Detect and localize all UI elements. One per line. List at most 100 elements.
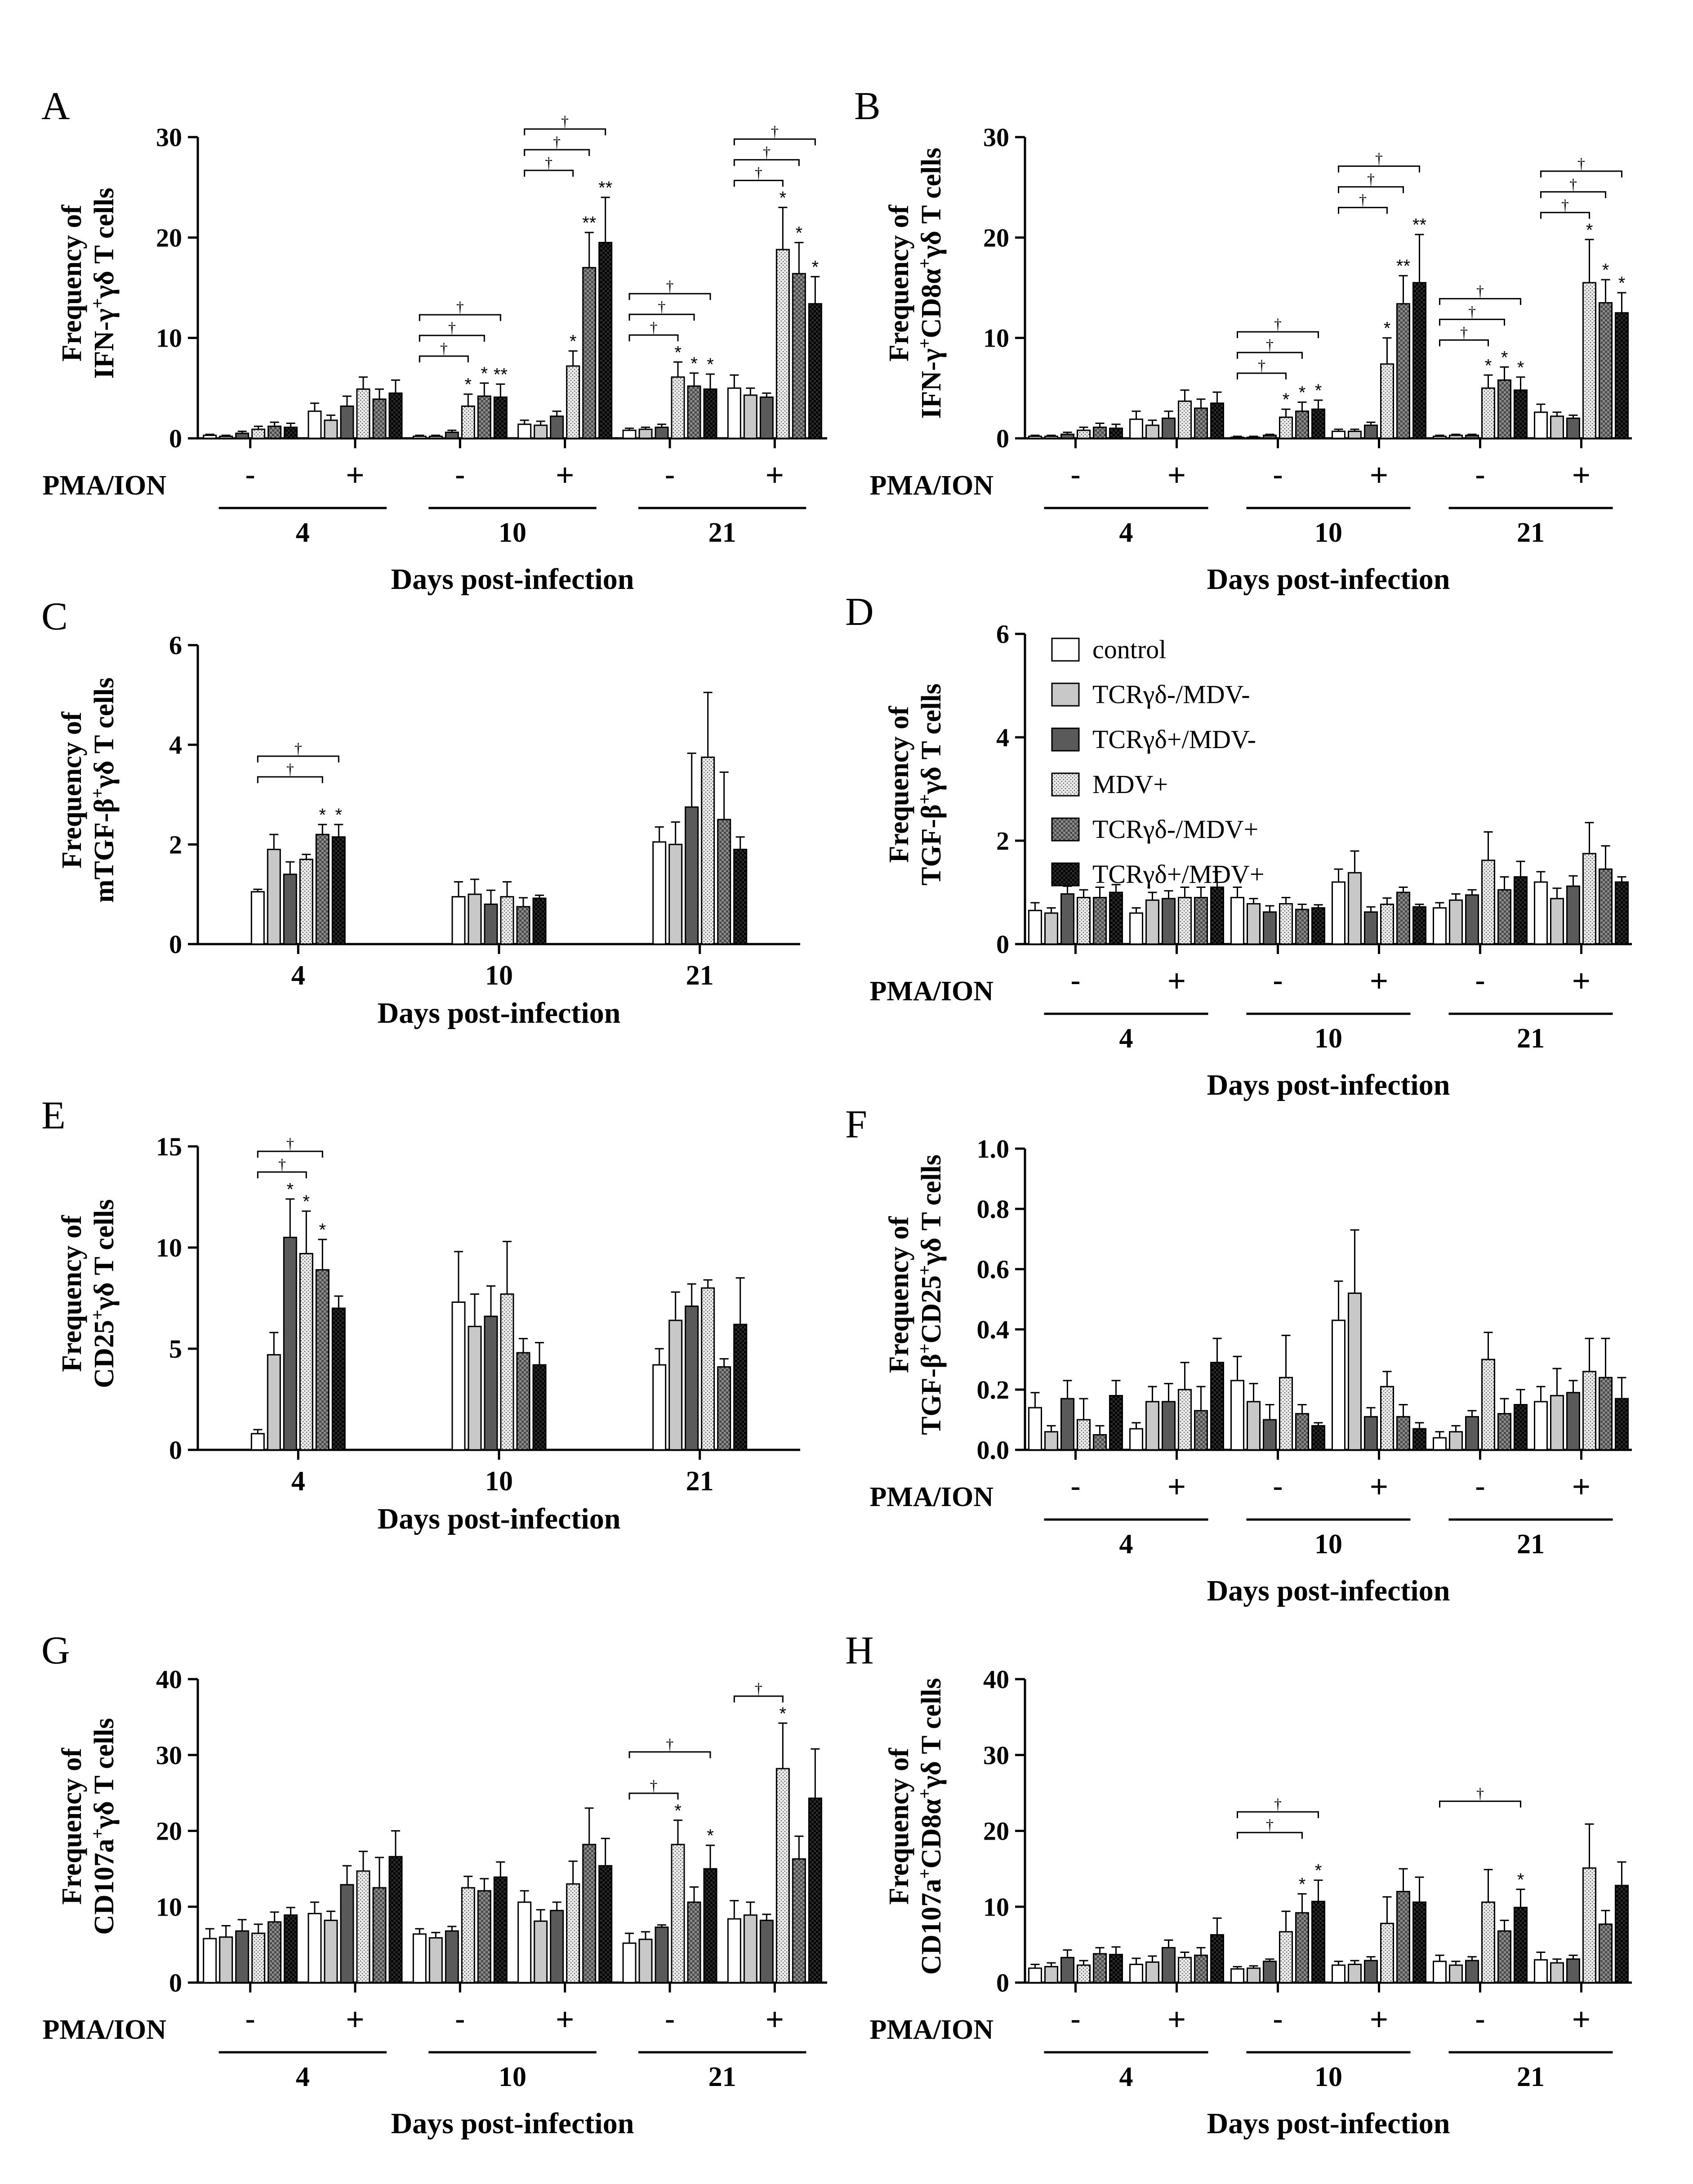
significance-star: * bbox=[1299, 1875, 1306, 1894]
bar-tcr-mdv- bbox=[1599, 868, 1613, 945]
bar-tcr-mdv- bbox=[1615, 312, 1629, 439]
bar-tcr-mdv- bbox=[1449, 1964, 1463, 1983]
significance-bracket bbox=[1439, 339, 1489, 347]
bar-control bbox=[1230, 1380, 1244, 1451]
day-label: 10 bbox=[1314, 517, 1342, 548]
legend-label: MDV+ bbox=[1092, 770, 1168, 799]
bar-tcr-mdv- bbox=[1566, 1958, 1580, 1983]
stim-sign: + bbox=[556, 2001, 574, 2037]
stim-sign: + bbox=[1572, 2001, 1591, 2037]
bar-control bbox=[203, 434, 217, 439]
dagger-mark: † bbox=[553, 134, 561, 151]
stim-label: PMA/ION bbox=[42, 2015, 166, 2045]
dagger-mark: † bbox=[755, 1680, 762, 1697]
bar-control bbox=[307, 410, 322, 439]
x-axis-label: Days post-infection bbox=[1207, 2107, 1450, 2140]
bar-tcr-mdv- bbox=[1263, 911, 1277, 945]
bar-tcr-mdv- bbox=[493, 396, 508, 439]
bar-tcr-mdv- bbox=[1210, 1934, 1224, 1983]
stim-sign: - bbox=[1273, 1469, 1283, 1504]
bar-tcr-mdv- bbox=[1566, 885, 1580, 945]
bar-tcr-mdv- bbox=[428, 436, 443, 439]
bar-tcr-mdv- bbox=[808, 1797, 822, 1983]
day-label: 10 bbox=[485, 960, 513, 991]
bar-tcr-mdv- bbox=[1247, 903, 1261, 945]
bar-tcr-mdv- bbox=[1465, 1960, 1479, 1983]
day-label: 21 bbox=[686, 960, 714, 991]
bar-mdv- bbox=[356, 1870, 370, 1983]
bar-tcr-mdv- bbox=[484, 1315, 498, 1451]
y-axis-label: Frequency ofIFN-γ+γδ T cells bbox=[57, 187, 120, 379]
bar-tcr-mdv- bbox=[1093, 897, 1107, 945]
significance-star: ** bbox=[1396, 256, 1410, 276]
significance-star: * bbox=[481, 364, 488, 383]
significance-star: * bbox=[1501, 348, 1508, 367]
panel-b: B 0 10 20 30 Frequency ofIFN-γ+CD8α+γδ T cell… bbox=[854, 85, 1632, 596]
bar-tcr-mdv- bbox=[372, 1887, 387, 1983]
bar-tcr-mdv- bbox=[1060, 893, 1074, 945]
significance-star: * bbox=[674, 1801, 682, 1821]
bar-tcr-mdv- bbox=[267, 848, 281, 945]
significance-star: * bbox=[1586, 220, 1593, 240]
stim-sign: - bbox=[1273, 457, 1283, 492]
significance-star: * bbox=[335, 805, 343, 825]
y-tick-label: 0 bbox=[996, 930, 1009, 959]
bar-tcr-mdv- bbox=[1060, 1398, 1074, 1451]
bar-tcr-mdv- bbox=[1247, 437, 1261, 439]
significance-bracket bbox=[733, 138, 816, 146]
panel-c: C 0 2 4 6 Frequency ofmTGF-β+γδ T cells * * †† 4 1… bbox=[41, 595, 800, 1030]
bar-tcr-mdv- bbox=[1396, 1416, 1410, 1451]
y-axis-label: Frequency ofmTGF-β+γδ T cells bbox=[57, 677, 120, 903]
panel-f: F 0.0 0.2 0.4 0.6 0.8 1.0 Frequency ofTGF-β+CD2… bbox=[845, 1103, 1632, 1607]
bar-control bbox=[1129, 1964, 1143, 1983]
bar-tcr-mdv- bbox=[331, 1307, 346, 1451]
legend-swatch bbox=[1051, 637, 1080, 662]
bar-control bbox=[451, 1301, 466, 1451]
significance-bracket bbox=[1338, 207, 1388, 214]
significance-star: * bbox=[319, 805, 326, 825]
bar-control bbox=[622, 1942, 637, 1983]
day-label: 4 bbox=[1119, 517, 1133, 548]
dagger-mark: † bbox=[650, 1778, 658, 1794]
day-label: 21 bbox=[1517, 1529, 1545, 1560]
bar-mdv- bbox=[1178, 1389, 1192, 1451]
y-tick-label: 0 bbox=[169, 930, 182, 959]
bar-control bbox=[412, 1933, 427, 1983]
bar-tcr-mdv- bbox=[1465, 894, 1479, 945]
significance-star: * bbox=[1517, 358, 1524, 378]
bar-tcr-mdv- bbox=[808, 303, 822, 439]
y-tick-label: 0.8 bbox=[977, 1195, 1010, 1224]
significance-bracket bbox=[257, 1150, 323, 1158]
y-tick-label: 30 bbox=[983, 1741, 1009, 1770]
bar-tcr-mdv- bbox=[1162, 1947, 1176, 1983]
legend-swatch bbox=[1051, 862, 1080, 887]
bar-tcr-mdv- bbox=[235, 432, 249, 439]
y-tick-label: 0 bbox=[169, 1435, 182, 1465]
day-label: 4 bbox=[296, 517, 310, 548]
bar-tcr-mdv- bbox=[1295, 909, 1309, 945]
bar-control bbox=[1028, 436, 1042, 439]
dagger-mark: † bbox=[1359, 192, 1367, 209]
bar-tcr-mdv- bbox=[638, 428, 653, 439]
significance-bracket bbox=[1237, 352, 1303, 359]
y-tick-label: 0.2 bbox=[977, 1375, 1010, 1404]
stim-sign: + bbox=[1572, 963, 1591, 998]
bar-mdv- bbox=[299, 859, 313, 945]
bar-tcr-mdv- bbox=[1566, 417, 1580, 439]
y-tick-label: 10 bbox=[983, 324, 1009, 353]
y-axis-label: Frequency ofCD107a+γδ T cells bbox=[57, 1718, 120, 1934]
significance-bracket bbox=[1439, 318, 1505, 326]
stim-sign: - bbox=[1070, 1469, 1081, 1504]
bar-mdv- bbox=[775, 249, 790, 439]
bar-tcr-mdv- bbox=[1412, 1428, 1426, 1451]
y-tick-label: 1.0 bbox=[977, 1134, 1010, 1163]
dagger-mark: † bbox=[1577, 156, 1585, 172]
dagger-mark: † bbox=[1266, 337, 1274, 353]
bar-tcr-mdv- bbox=[516, 906, 530, 945]
significance-bracket bbox=[1338, 165, 1420, 173]
y-tick-label: 20 bbox=[156, 1817, 182, 1846]
bar-mdv- bbox=[500, 1293, 514, 1451]
bar-control bbox=[1534, 1959, 1548, 1983]
bar-tcr-mdv- bbox=[1364, 911, 1378, 945]
